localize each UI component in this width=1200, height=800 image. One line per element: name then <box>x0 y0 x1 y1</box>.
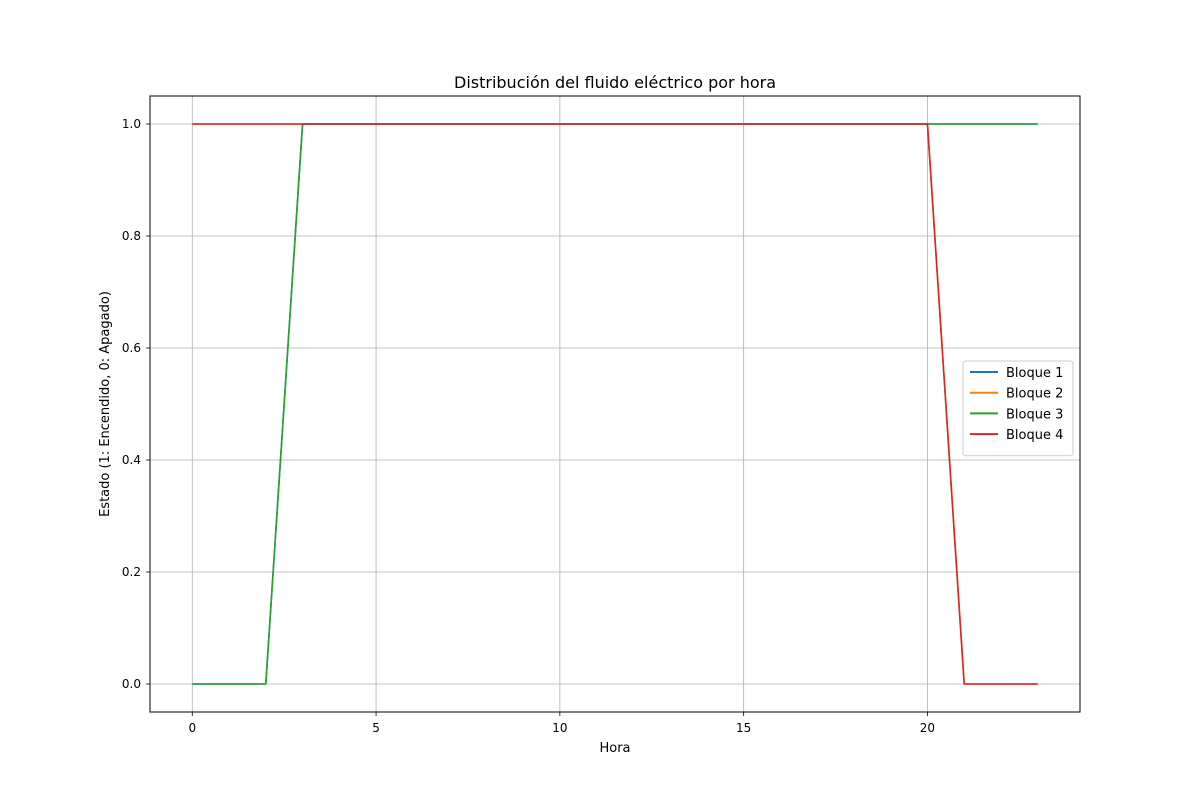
x-tick-label: 5 <box>372 721 380 735</box>
legend-box <box>962 360 1074 457</box>
legend-entry: Bloque 3 <box>1006 407 1063 422</box>
y-tick-label: 0.8 <box>122 229 141 243</box>
legend-entry: Bloque 1 <box>1006 366 1063 381</box>
series-line-bloque-2 <box>192 123 1038 685</box>
series-lines <box>192 123 1038 685</box>
legend: Bloque 1 Bloque 2 Bloque 3 Bloque 4 <box>962 360 1074 457</box>
grid <box>150 96 1080 712</box>
x-tick-label: 10 <box>552 721 567 735</box>
series-line-bloque-4 <box>192 123 1038 685</box>
legend-entry: Bloque 2 <box>1006 387 1063 402</box>
x-tick-label: 20 <box>920 721 935 735</box>
y-tick-label: 0.2 <box>122 565 141 579</box>
y-tick-label: 0.4 <box>122 453 141 467</box>
x-axis-label: Hora <box>599 741 630 756</box>
plot-frame <box>149 95 1081 713</box>
legend-entry: Bloque 4 <box>1006 428 1063 443</box>
series-line-bloque-1 <box>192 123 1038 685</box>
y-tick-label: 0.0 <box>122 677 141 691</box>
x-tick-label: 15 <box>736 721 751 735</box>
y-axis-label: Estado (1: Encendido, 0: Apagado) <box>98 291 113 517</box>
y-tick-label: 1.0 <box>122 117 141 131</box>
axis-ticks: 0 5 10 15 20 0.0 0.2 0.4 0.6 0.8 1.0 <box>122 117 935 735</box>
series-line-bloque-3 <box>192 123 1038 685</box>
x-tick-label: 0 <box>188 721 196 735</box>
chart-title: Distribución del fluido eléctrico por ho… <box>454 73 776 92</box>
y-tick-label: 0.6 <box>122 341 141 355</box>
